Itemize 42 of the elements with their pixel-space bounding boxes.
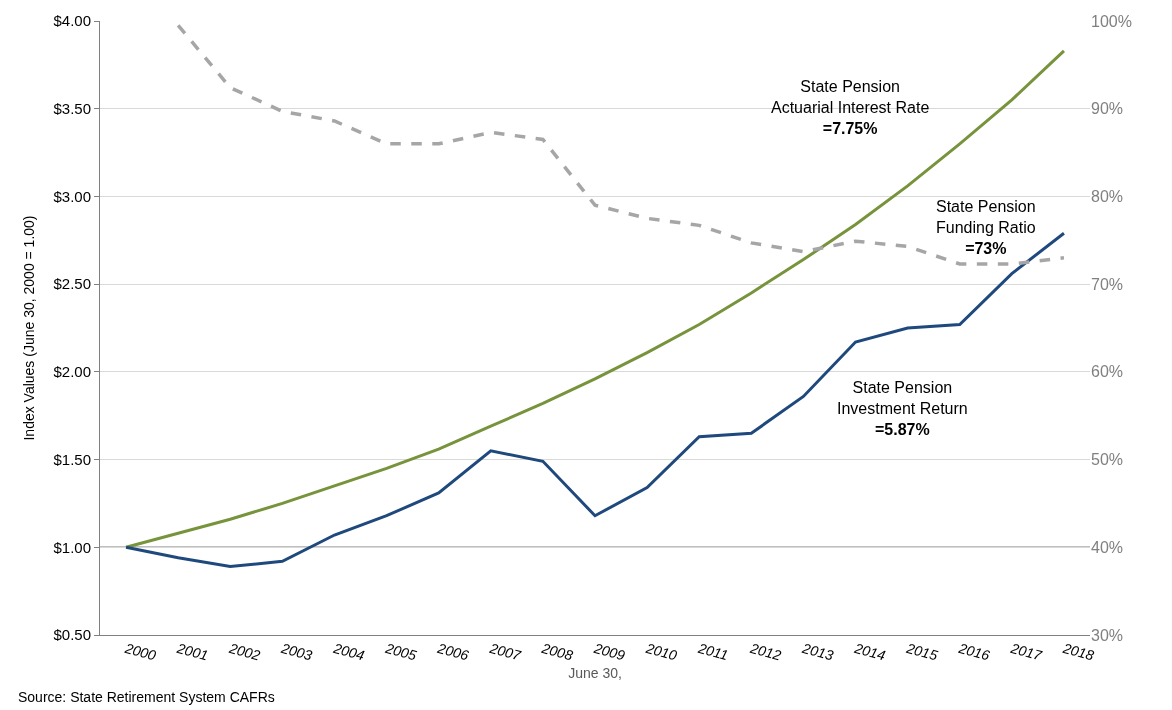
y-tick-label: $2.00	[53, 363, 91, 381]
y-tick-label: $3.00	[53, 187, 91, 205]
y2-tick-label: 70%	[1091, 275, 1124, 293]
x-tick-label: 2000	[122, 639, 158, 664]
y2-tick-label: 50%	[1091, 451, 1124, 469]
source-note: Source: State Retirement System CAFRs	[18, 689, 275, 705]
x-tick-label: 2012	[747, 639, 784, 664]
y-tick-label: $3.50	[53, 99, 91, 117]
series-label: State Pension Funding Ratio =73%	[936, 198, 1036, 257]
x-tick-label: 2006	[435, 639, 471, 664]
x-tick-label: 2011	[695, 639, 730, 664]
x-tick-label: 2016	[956, 639, 992, 664]
series-label: State Pension Actuarial Interest Rate =7.75%	[771, 78, 930, 137]
y-tick-label: $0.50	[53, 626, 91, 644]
y-tick-label: $4.00	[53, 12, 91, 30]
x-tick-label: 2015	[904, 639, 940, 664]
x-tick-label: 2001	[174, 639, 210, 664]
line-series	[176, 23, 1066, 266]
x-tick-label: 2008	[539, 639, 575, 664]
x-tick-label: 2003	[278, 639, 315, 664]
x-tick-label: 2002	[226, 639, 263, 664]
x-tick-label: 2007	[487, 639, 524, 664]
y2-tick-label: 100%	[1091, 12, 1132, 30]
y2-tick-label: 80%	[1091, 188, 1124, 206]
series-label: State Pension Investment Return =5.87%	[837, 379, 968, 438]
y-tick-label: $2.50	[53, 275, 91, 293]
y2-tick-label: 90%	[1091, 100, 1124, 118]
x-tick-label: 2014	[851, 639, 888, 664]
y2-tick-label: 60%	[1091, 363, 1124, 381]
y2-tick-label: 30%	[1091, 626, 1124, 644]
y-tick-label: $1.50	[53, 450, 91, 468]
y-axis-title: Index Values (June 30, 2000 = 1.00)	[21, 215, 38, 441]
x-tick-label: 2010	[643, 639, 679, 664]
x-tick-label: 2013	[799, 639, 836, 664]
x-tick-label: 2009	[591, 639, 627, 664]
x-tick-label: 2005	[383, 639, 419, 664]
x-tick-label: 2017	[1008, 639, 1045, 664]
y-tick-label: $1.00	[53, 538, 91, 556]
x-tick-label: 2004	[330, 639, 367, 664]
y2-tick-label: 40%	[1091, 538, 1124, 556]
x-axis-title: June 30,	[568, 665, 622, 682]
line-series	[124, 49, 1066, 549]
